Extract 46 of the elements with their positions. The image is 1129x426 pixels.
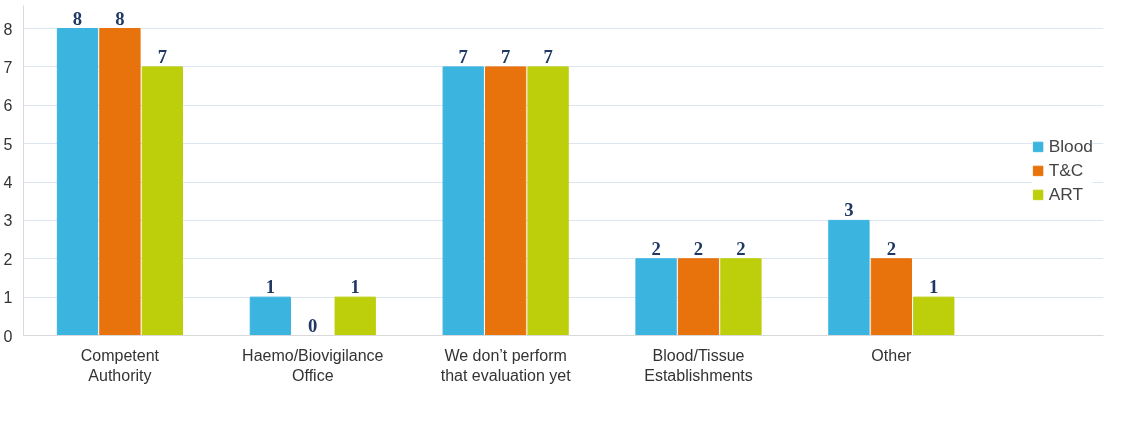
y-tick-label: 7	[3, 58, 13, 76]
data-label: 0	[308, 314, 318, 336]
y-tick-label: 5	[3, 135, 13, 153]
data-label: 2	[651, 237, 661, 259]
y-tick-label: 8	[3, 20, 13, 38]
y-tick-label: 4	[3, 174, 13, 192]
data-label: 1	[929, 276, 939, 298]
bar	[720, 258, 762, 336]
bar	[334, 296, 376, 336]
data-label: 7	[458, 45, 468, 67]
bar	[913, 296, 955, 336]
bar	[141, 66, 184, 336]
data-label: 2	[886, 237, 897, 259]
data-label: 1	[350, 276, 360, 298]
data-label: 3	[844, 199, 854, 221]
x-tick-label: Blood/Tissue Establishments	[644, 346, 753, 384]
y-tick-label: 6	[3, 97, 13, 115]
legend-label: T&C	[1048, 159, 1084, 181]
y-tick-label: 3	[3, 212, 13, 230]
bar	[828, 219, 870, 336]
data-label: 2	[736, 237, 746, 259]
x-tick-label: Other	[871, 346, 913, 364]
bar	[442, 66, 484, 336]
data-label: 7	[543, 45, 553, 67]
x-tick-label: Competent Authority	[80, 346, 160, 384]
bar	[677, 258, 720, 336]
y-tick-label: 0	[3, 327, 13, 345]
data-label: 7	[500, 45, 511, 67]
legend-label: Blood	[1048, 135, 1093, 157]
data-label: 7	[157, 45, 168, 67]
data-label: 1	[265, 276, 276, 298]
y-tick-label: 2	[3, 250, 13, 268]
legend-label: ART	[1048, 183, 1084, 205]
data-label: 2	[693, 237, 704, 259]
data-label: 8	[115, 7, 125, 29]
bar	[99, 28, 141, 336]
x-tick-label: Haemo/Biovigilance Office	[242, 346, 384, 384]
bar	[249, 296, 292, 336]
bar	[527, 66, 569, 336]
x-tick-label: We don’t perform that evaluation yet	[440, 346, 572, 384]
y-tick-label: 1	[3, 289, 13, 307]
data-label: 8	[72, 7, 83, 29]
bar	[484, 66, 527, 336]
bar	[56, 28, 99, 336]
bar	[635, 258, 677, 336]
bar	[870, 258, 913, 336]
